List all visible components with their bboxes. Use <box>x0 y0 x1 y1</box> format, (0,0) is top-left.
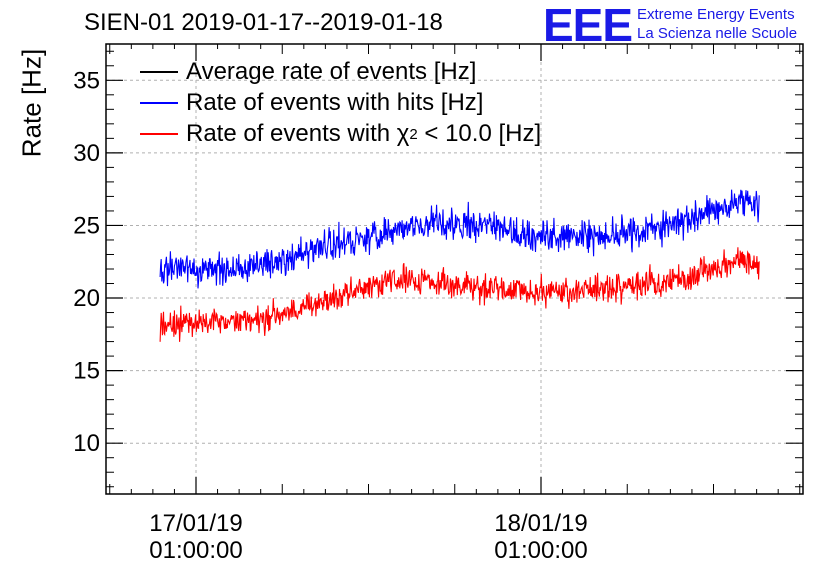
chart-title: SIEN-01 2019-01-17--2019-01-18 <box>84 9 443 36</box>
y-axis-label: Rate [Hz] <box>16 48 47 158</box>
series-line-2 <box>159 247 760 342</box>
y-tick-label-10: 10 <box>73 430 100 457</box>
axis-ticks: 10 15 20 25 30 35 <box>73 44 803 494</box>
x-tick-time-0: 01:00:00 <box>149 537 243 564</box>
x-tick-time-1: 01:00:00 <box>494 537 588 564</box>
y-tick-label-20: 20 <box>73 285 100 312</box>
y-tick-label-35: 35 <box>73 67 100 94</box>
x-tick-date-1: 18/01/19 <box>494 510 588 537</box>
x-tick-label-1: 18/01/19 01:00:00 <box>494 510 587 564</box>
legend-item-hits: Rate of events with hits [Hz] <box>140 89 483 117</box>
legend-swatch-average <box>140 71 178 73</box>
y-tick-label-25: 25 <box>73 212 100 239</box>
legend-label-hits: Rate of events with hits [Hz] <box>186 89 484 116</box>
grid <box>106 44 803 494</box>
legend-label-chi2-suffix: < 10.0 [Hz] <box>417 120 542 147</box>
legend-label-chi2-symbol: χ <box>396 120 410 147</box>
eee-logo: EEE <box>543 0 633 51</box>
x-tick-label-0: 17/01/19 01:00:00 <box>149 510 242 564</box>
logo-line-2: La Scienza nelle Scuole <box>637 25 798 42</box>
series-line-1 <box>159 189 760 289</box>
legend-item-average: Average rate of events [Hz] <box>140 58 476 86</box>
logo-line-1: Extreme Energy Events <box>637 6 795 23</box>
y-tick-label-30: 30 <box>73 140 100 167</box>
x-tick-date-0: 17/01/19 <box>149 510 243 537</box>
y-tick-label-15: 15 <box>73 358 100 385</box>
legend-swatch-chi2 <box>140 133 178 135</box>
legend-label-chi2-sup: 2 <box>409 125 418 143</box>
legend-label-chi2-prefix: Rate of events with <box>186 120 397 147</box>
legend-label-average: Average rate of events [Hz] <box>186 58 477 85</box>
legend-swatch-hits <box>140 102 178 104</box>
series-layer <box>159 189 760 342</box>
